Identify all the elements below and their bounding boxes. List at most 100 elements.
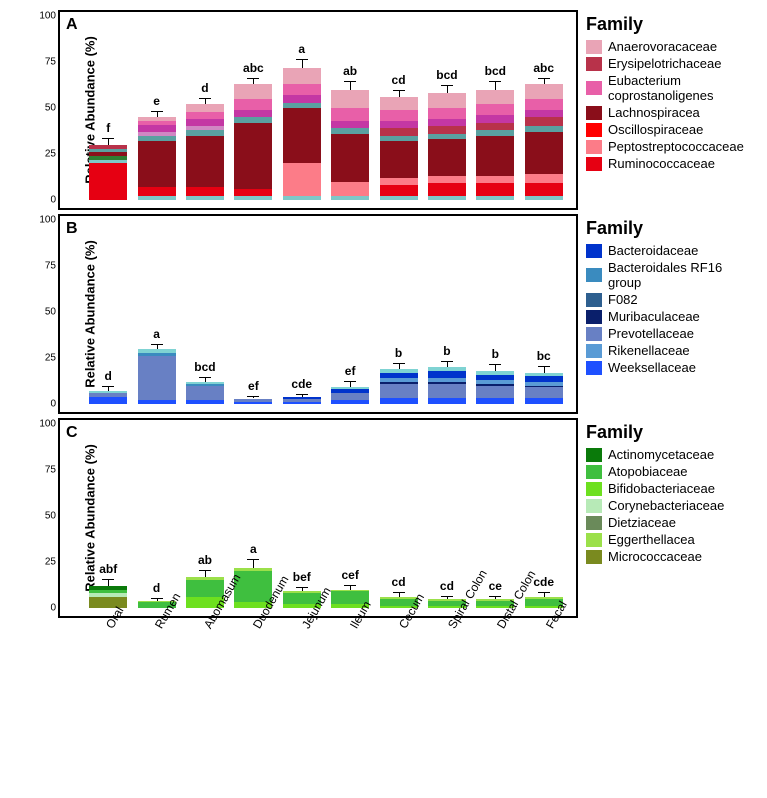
bar-column: bcd	[428, 93, 466, 200]
legend-item: Bifidobacteriaceae	[586, 481, 757, 496]
bar-segment	[283, 108, 321, 163]
y-tick: 25	[32, 149, 56, 160]
panel-letter: C	[66, 424, 78, 442]
bar-column: d	[186, 104, 224, 200]
significance-label: bc	[537, 349, 551, 363]
bar-segment	[525, 99, 563, 110]
legend-item: Erysipelotrichaceae	[586, 56, 757, 71]
bar-segment	[476, 115, 514, 122]
bar-column: a	[283, 68, 321, 200]
bar-segment	[476, 386, 514, 399]
bar-segment	[186, 196, 224, 200]
bar-segment	[525, 398, 563, 404]
legend-label: Bifidobacteriaceae	[608, 481, 715, 496]
legend: FamilyAnaerovoracaceaeErysipelotrichacea…	[586, 10, 757, 173]
y-tick: 0	[32, 195, 56, 206]
legend-item: Weeksellaceae	[586, 360, 757, 375]
legend-swatch	[586, 344, 602, 358]
y-tick: 0	[32, 603, 56, 614]
bar-segment	[380, 110, 418, 121]
legend-label: Atopobiaceae	[608, 464, 688, 479]
chart-panel-b: BRelative Abundance (%)0255075100dabcdef…	[58, 214, 578, 414]
legend-swatch	[586, 550, 602, 564]
legend-label: Corynebacteriaceae	[608, 498, 724, 513]
significance-label: d	[153, 581, 160, 595]
legend-swatch	[586, 533, 602, 547]
bar-segment	[380, 97, 418, 110]
legend-swatch	[586, 327, 602, 341]
legend-swatch	[586, 293, 602, 307]
legend-swatch	[586, 40, 602, 54]
bar-segment	[283, 68, 321, 85]
bar-segment	[428, 93, 466, 108]
significance-label: bcd	[194, 360, 215, 374]
bar-segment	[186, 386, 224, 401]
bar-segment	[428, 183, 466, 196]
significance-label: cde	[291, 377, 312, 391]
legend-swatch	[586, 157, 602, 171]
legend-item: Prevotellaceae	[586, 326, 757, 341]
legend-item: Eggerthellacea	[586, 532, 757, 547]
legend: FamilyBacteroidaceaeBacteroidales RF16 g…	[586, 214, 757, 377]
bar-segment	[380, 128, 418, 135]
legend-swatch	[586, 499, 602, 513]
y-tick: 75	[32, 465, 56, 476]
significance-label: bcd	[485, 64, 506, 78]
bar-segment	[138, 187, 176, 196]
bar-segment	[234, 189, 272, 196]
bar-segment	[525, 174, 563, 183]
bar-segment	[428, 119, 466, 126]
y-tick: 100	[32, 11, 56, 22]
panel-letter: B	[66, 220, 78, 238]
bar-segment	[428, 139, 466, 176]
legend-swatch	[586, 448, 602, 462]
bar-segment	[525, 387, 563, 398]
bar-column: f	[89, 145, 127, 200]
significance-label: cd	[392, 575, 406, 589]
y-tick: 50	[32, 103, 56, 114]
significance-label: a	[153, 327, 160, 341]
bar-column: a	[138, 349, 176, 404]
legend-label: Eubacterium coprostanoligenes	[608, 73, 757, 103]
bar-column: bcd	[186, 382, 224, 404]
bar-segment	[525, 110, 563, 117]
panel-letter: A	[66, 16, 78, 34]
bar-segment	[476, 136, 514, 176]
bar-segment	[138, 125, 176, 132]
legend-item: Oscillospiraceae	[586, 122, 757, 137]
bar-column: ef	[331, 387, 369, 404]
legend-item: Muribaculaceae	[586, 309, 757, 324]
significance-label: ab	[198, 553, 212, 567]
bar-column: b	[380, 369, 418, 404]
significance-label: b	[492, 347, 499, 361]
bar-segment	[138, 141, 176, 187]
y-tick: 75	[32, 261, 56, 272]
bar-column: abc	[525, 84, 563, 200]
bar-segment	[476, 176, 514, 183]
bar-segment	[331, 134, 369, 182]
legend-label: Muribaculaceae	[608, 309, 700, 324]
legend-label: Erysipelotrichaceae	[608, 56, 721, 71]
bar-segment	[234, 402, 272, 404]
y-tick: 25	[32, 353, 56, 364]
legend-swatch	[586, 268, 602, 282]
bar-segment	[186, 104, 224, 111]
legend-label: Rikenellaceae	[608, 343, 690, 358]
bar-segment	[331, 393, 369, 400]
legend-label: Actinomycetaceae	[608, 447, 714, 462]
bar-segment	[234, 99, 272, 110]
legend-label: Micrococcaceae	[608, 549, 702, 564]
y-tick: 75	[32, 57, 56, 68]
legend-item: Lachnospiracea	[586, 105, 757, 120]
bar-segment	[428, 384, 466, 399]
y-tick: 50	[32, 511, 56, 522]
bar-segment	[476, 183, 514, 196]
bar-segment	[380, 178, 418, 185]
y-tick: 25	[32, 557, 56, 568]
bar-segment	[380, 141, 418, 178]
legend-swatch	[586, 57, 602, 71]
legend-item: Bacteroidaceae	[586, 243, 757, 258]
legend-label: Dietziaceae	[608, 515, 676, 530]
legend-title: Family	[586, 422, 757, 443]
legend-item: Corynebacteriaceae	[586, 498, 757, 513]
